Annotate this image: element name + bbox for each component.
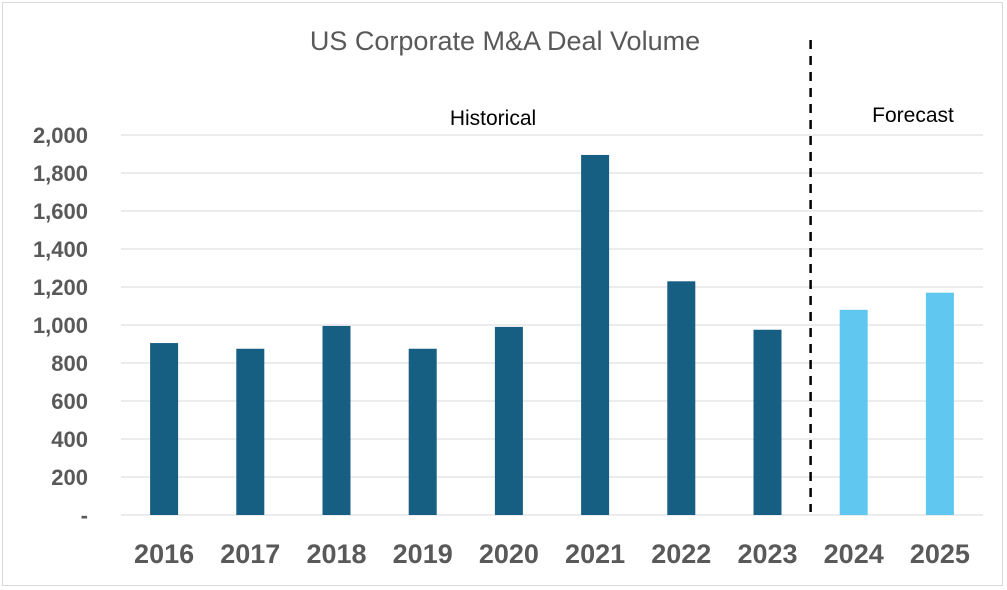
y-tick-label: 400 (51, 427, 88, 452)
y-tick-label: 200 (51, 465, 88, 490)
y-tick-label: 1,800 (33, 161, 88, 186)
bar-2025 (925, 292, 954, 515)
y-tick-label: 1,400 (33, 237, 88, 262)
bar-2022 (667, 281, 696, 515)
x-tick-label: 2016 (134, 539, 194, 569)
bar-2023 (753, 329, 782, 515)
x-tick-label: 2023 (737, 539, 797, 569)
y-axis-ticks: - 200 400 600 800 1,000 1,200 1,400 1,600 1,800 2,… (33, 123, 88, 528)
y-tick-label: 2,000 (33, 123, 88, 148)
region-label-forecast: Forecast (872, 104, 954, 127)
bars (150, 154, 954, 515)
x-axis-ticks: 2016 2017 2018 2019 2020 2021 2022 2023 2024 2025 (134, 539, 970, 569)
bar-2024 (839, 309, 868, 515)
chart-title: US Corporate M&A Deal Volume (310, 26, 700, 56)
y-tick-label: 1,000 (33, 313, 88, 338)
bar-2018 (322, 325, 351, 515)
y-tick-label: 600 (51, 389, 88, 414)
y-tick-label: 1,600 (33, 199, 88, 224)
gridlines (121, 134, 983, 516)
bar-2017 (236, 348, 265, 515)
x-tick-label: 2017 (220, 539, 280, 569)
x-tick-label: 2018 (306, 539, 366, 569)
x-tick-label: 2022 (651, 539, 711, 569)
bar-2019 (408, 348, 437, 515)
bar-2016 (150, 343, 179, 515)
region-label-historical: Historical (450, 107, 536, 130)
x-tick-label: 2021 (565, 539, 625, 569)
bar-2020 (494, 326, 523, 515)
x-tick-label: 2025 (910, 539, 970, 569)
y-tick-label: 1,200 (33, 275, 88, 300)
x-tick-label: 2019 (393, 539, 453, 569)
x-tick-label: 2024 (824, 539, 884, 569)
y-tick-label: - (81, 503, 88, 528)
y-tick-label: 800 (51, 351, 88, 376)
bar-2021 (581, 154, 610, 515)
x-tick-label: 2020 (479, 539, 539, 569)
